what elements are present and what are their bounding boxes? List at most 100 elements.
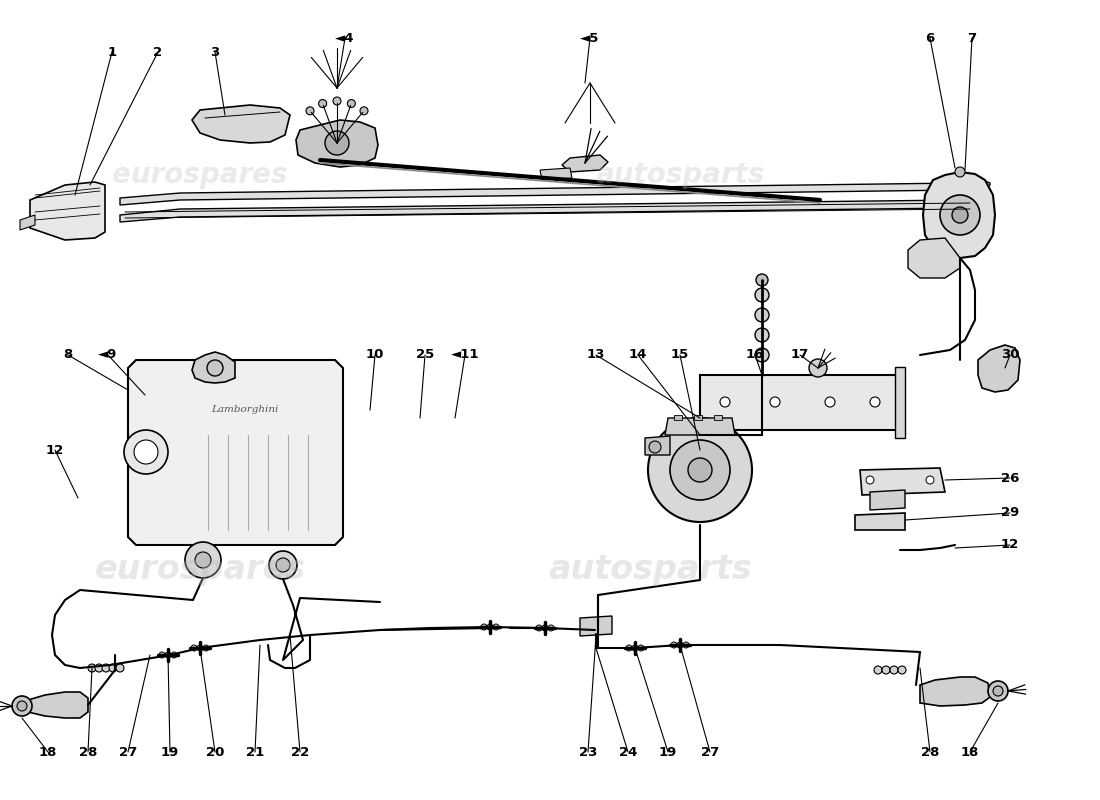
Polygon shape [923,172,996,258]
Text: 18: 18 [39,746,57,758]
Circle shape [270,551,297,579]
Text: 12: 12 [46,443,64,457]
Circle shape [160,652,165,658]
Text: ◄5: ◄5 [581,31,600,45]
Circle shape [755,288,769,302]
Text: 30: 30 [1001,349,1020,362]
Polygon shape [540,168,572,180]
Polygon shape [860,468,945,495]
Text: 28: 28 [921,746,939,758]
Circle shape [276,558,290,572]
Text: 25: 25 [416,349,434,362]
Text: autosparts: autosparts [548,554,752,586]
Text: 17: 17 [791,349,810,362]
Text: 12: 12 [1001,538,1019,551]
Circle shape [102,664,110,672]
Text: 13: 13 [586,349,605,362]
Polygon shape [28,692,88,718]
Polygon shape [580,616,612,636]
Circle shape [874,666,882,674]
Circle shape [191,645,197,651]
Text: 28: 28 [79,746,97,758]
Text: ◄4: ◄4 [336,31,354,45]
Circle shape [671,642,676,648]
Text: 10: 10 [366,349,384,362]
Circle shape [306,107,313,115]
Circle shape [648,418,752,522]
Text: 19: 19 [659,746,678,758]
Text: eurospares: eurospares [112,161,288,189]
Circle shape [649,441,661,453]
Polygon shape [645,436,670,455]
Text: 27: 27 [119,746,138,758]
Circle shape [638,645,644,651]
Text: 29: 29 [1001,506,1019,519]
Circle shape [185,542,221,578]
Circle shape [952,207,968,223]
Text: 14: 14 [629,349,647,362]
Circle shape [493,624,499,630]
Polygon shape [120,196,990,222]
Circle shape [940,195,980,235]
Polygon shape [895,367,905,438]
Circle shape [197,645,204,651]
Circle shape [670,440,730,500]
Circle shape [536,625,542,631]
Polygon shape [908,238,960,278]
Circle shape [926,476,934,484]
Circle shape [683,642,689,648]
Text: 22: 22 [290,746,309,758]
Text: 7: 7 [967,31,977,45]
Text: 27: 27 [701,746,719,758]
Circle shape [360,107,368,115]
Text: 20: 20 [206,746,224,758]
Polygon shape [192,105,290,143]
Circle shape [890,666,898,674]
Circle shape [755,348,769,362]
Circle shape [481,624,487,630]
Text: 2: 2 [153,46,163,58]
Text: eurospares: eurospares [95,554,306,586]
Text: 1: 1 [108,46,117,58]
Circle shape [487,624,493,630]
Circle shape [756,274,768,286]
Polygon shape [192,352,235,383]
Circle shape [88,664,96,672]
Circle shape [770,397,780,407]
Circle shape [333,97,341,105]
Text: autosparts: autosparts [595,161,764,189]
Circle shape [720,397,730,407]
Circle shape [993,686,1003,696]
Circle shape [825,397,835,407]
Circle shape [195,552,211,568]
Text: ◄11: ◄11 [451,349,480,362]
Polygon shape [920,677,990,706]
Circle shape [632,645,638,651]
Circle shape [626,645,632,651]
Bar [674,415,682,420]
Circle shape [134,440,158,464]
Polygon shape [128,360,343,545]
Text: 19: 19 [161,746,179,758]
Circle shape [204,645,209,651]
Polygon shape [870,490,905,510]
Circle shape [955,167,965,177]
Circle shape [16,701,28,711]
Circle shape [207,360,223,376]
Text: 24: 24 [619,746,637,758]
Circle shape [988,681,1008,701]
Circle shape [898,666,906,674]
Circle shape [170,652,177,658]
Bar [714,415,722,420]
Circle shape [755,308,769,322]
Text: 3: 3 [210,46,220,58]
Text: Lamborghini: Lamborghini [211,406,278,414]
Polygon shape [296,120,378,167]
Bar [694,415,702,420]
Circle shape [319,99,327,107]
Circle shape [866,476,874,484]
Circle shape [12,696,32,716]
Polygon shape [120,181,990,205]
Circle shape [688,458,712,482]
Circle shape [548,625,554,631]
